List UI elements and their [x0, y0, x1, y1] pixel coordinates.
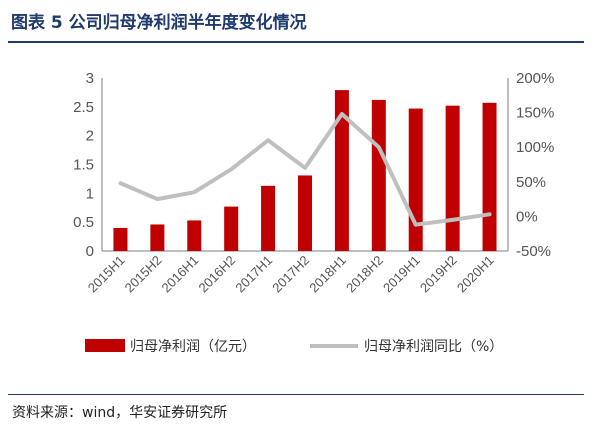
- yoy-point-2018H2: [377, 145, 381, 149]
- chart-legend: 归母净利润（亿元） 归母净利润同比（%）: [85, 338, 503, 355]
- legend-swatch-bar: [85, 339, 125, 352]
- bar-2018H2: [371, 99, 386, 251]
- bar-2018H1: [334, 90, 349, 251]
- y-left-tick-label: 0.5: [73, 214, 94, 231]
- yoy-point-2019H1: [414, 223, 418, 227]
- title-divider: [8, 41, 584, 43]
- bar-2016H2: [224, 206, 239, 251]
- bar-2016H1: [187, 220, 202, 251]
- yoy-point-2017H2: [303, 166, 307, 170]
- x-tick-label: 2019H2: [417, 253, 460, 296]
- yoy-point-2018H1: [340, 112, 344, 116]
- y-left-tick-label: 2: [86, 128, 94, 145]
- x-tick-label: 2017H1: [232, 253, 275, 296]
- bar-series: [113, 90, 497, 252]
- bar-2019H1: [408, 108, 423, 252]
- yoy-point-2015H1: [118, 181, 122, 185]
- y-left-tick-label: 1.5: [73, 157, 94, 174]
- line-series: [118, 111, 492, 227]
- x-tick-label: 2016H1: [159, 253, 202, 296]
- yoy-point-2015H2: [155, 197, 159, 201]
- tick-labels: 00.511.522.53-50%0%50%100%150%200%2015H1…: [73, 70, 554, 295]
- bar-2015H2: [150, 224, 165, 251]
- x-tick-label: 2019H1: [380, 253, 423, 296]
- y-left-tick-label: 2.5: [73, 99, 94, 116]
- bar-2020H1: [482, 102, 497, 252]
- y-right-tick-label: 50%: [516, 174, 546, 191]
- x-tick-label: 2020H1: [454, 253, 497, 296]
- chart-title: 图表 5 公司归母净利润半年度变化情况: [11, 13, 307, 33]
- y-left-tick-label: 3: [86, 70, 94, 87]
- x-tick-label: 2016H2: [195, 253, 238, 296]
- x-tick-label: 2017H2: [269, 253, 312, 296]
- y-left-tick-label: 0: [86, 243, 94, 260]
- x-tick-label: 2018H1: [306, 253, 349, 296]
- y-right-tick-label: 0%: [516, 208, 538, 225]
- source-note: 资料来源：wind，华安证券研究所: [12, 405, 228, 421]
- bar-2017H2: [298, 175, 312, 251]
- yoy-point-2017H1: [266, 138, 270, 142]
- bar-2015H1: [113, 227, 128, 251]
- yoy-point-2016H2: [229, 167, 233, 171]
- bar-2019H2: [445, 105, 460, 252]
- bar-2017H1: [261, 185, 276, 251]
- y-right-tick-label: 100%: [516, 139, 554, 156]
- x-tick-label: 2015H2: [122, 253, 165, 296]
- yoy-point-2016H1: [192, 190, 196, 194]
- y-right-tick-label: -50%: [516, 243, 551, 260]
- y-right-tick-label: 150%: [516, 105, 554, 122]
- legend-label-line: 归母净利润同比（%）: [364, 338, 503, 355]
- y-right-tick-label: 200%: [516, 70, 554, 87]
- yoy-point-2020H1: [488, 212, 492, 216]
- y-left-tick-label: 1: [86, 185, 94, 202]
- x-tick-label: 2018H2: [343, 253, 386, 296]
- yoy-point-2019H2: [451, 218, 455, 222]
- legend-label-bar: 归母净利润（亿元）: [130, 338, 256, 355]
- source-divider: [8, 394, 584, 395]
